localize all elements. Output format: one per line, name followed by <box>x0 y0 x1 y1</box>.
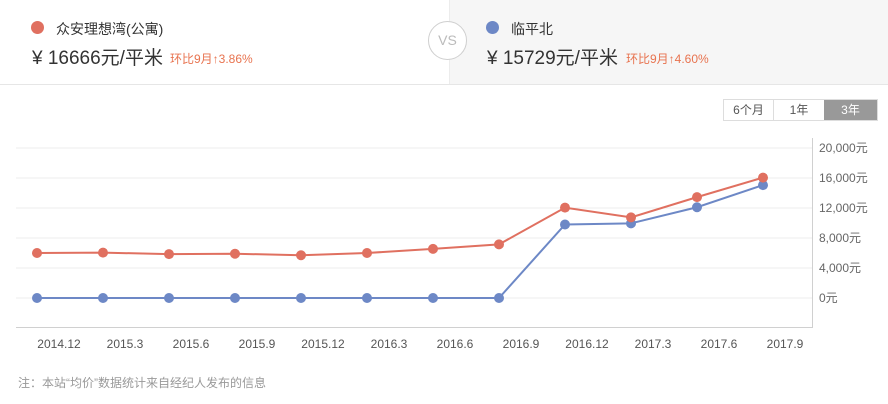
svg-text:2015.12: 2015.12 <box>301 337 345 351</box>
left-community-name: 众安理想湾(公寓) <box>56 21 164 37</box>
svg-text:2015.6: 2015.6 <box>173 337 210 351</box>
range-tab-1-year[interactable]: 1年 <box>774 100 824 120</box>
svg-text:0元: 0元 <box>819 291 838 305</box>
svg-text:20,000元: 20,000元 <box>819 141 868 155</box>
vs-badge: VS <box>428 21 467 60</box>
svg-text:2016.6: 2016.6 <box>437 337 474 351</box>
data-source-note: 注：本站“均价”数据统计来自经纪人发布的信息 <box>18 376 266 390</box>
svg-text:2017.9: 2017.9 <box>767 337 804 351</box>
range-tab-6-months[interactable]: 6个月 <box>724 100 774 120</box>
svg-text:12,000元: 12,000元 <box>819 201 868 215</box>
range-tab-3-years[interactable]: 3年 <box>824 100 877 120</box>
right-community-card: 临平北 ¥ 15729元/平米 环比9月↑4.60% <box>449 0 888 84</box>
y-axis-labels: 20,000元 16,000元 12,000元 8,000元 4,000元 0元 <box>819 141 868 305</box>
svg-text:2014.12: 2014.12 <box>37 337 81 351</box>
svg-text:16,000元: 16,000元 <box>819 171 868 185</box>
svg-text:2015.3: 2015.3 <box>107 337 144 351</box>
svg-text:2015.9: 2015.9 <box>239 337 276 351</box>
left-community-card: 众安理想湾(公寓) ¥ 16666元/平米 环比9月↑3.86% <box>0 0 449 84</box>
right-change: 环比9月↑4.60% <box>626 52 709 66</box>
right-community-name: 临平北 <box>511 21 553 37</box>
svg-text:2017.6: 2017.6 <box>701 337 738 351</box>
left-change: 环比9月↑3.86% <box>170 52 253 66</box>
left-price: ¥ 16666元/平米 <box>32 48 163 69</box>
svg-text:8,000元: 8,000元 <box>819 231 861 245</box>
chart-axes <box>16 138 813 328</box>
right-price: ¥ 15729元/平米 <box>487 48 618 69</box>
chart-series <box>32 172 768 303</box>
left-legend-dot-icon <box>31 21 44 34</box>
svg-text:2017.3: 2017.3 <box>635 337 672 351</box>
svg-text:2016.3: 2016.3 <box>371 337 408 351</box>
comparison-header: 众安理想湾(公寓) ¥ 16666元/平米 环比9月↑3.86% 临平北 ¥ 1… <box>0 0 888 85</box>
price-trend-chart: 20,000元 16,000元 12,000元 8,000元 4,000元 0元 2014… <box>16 138 868 351</box>
x-axis-labels: 2014.12 2015.3 2015.6 2015.9 2015.12 2016.3 20… <box>37 337 803 351</box>
svg-text:2016.9: 2016.9 <box>503 337 540 351</box>
right-legend-dot-icon <box>486 21 499 34</box>
chart-grid <box>16 147 812 299</box>
svg-text:2016.12: 2016.12 <box>565 337 609 351</box>
svg-text:4,000元: 4,000元 <box>819 261 861 275</box>
time-range-selector: 6个月 1年 3年 <box>723 99 878 121</box>
